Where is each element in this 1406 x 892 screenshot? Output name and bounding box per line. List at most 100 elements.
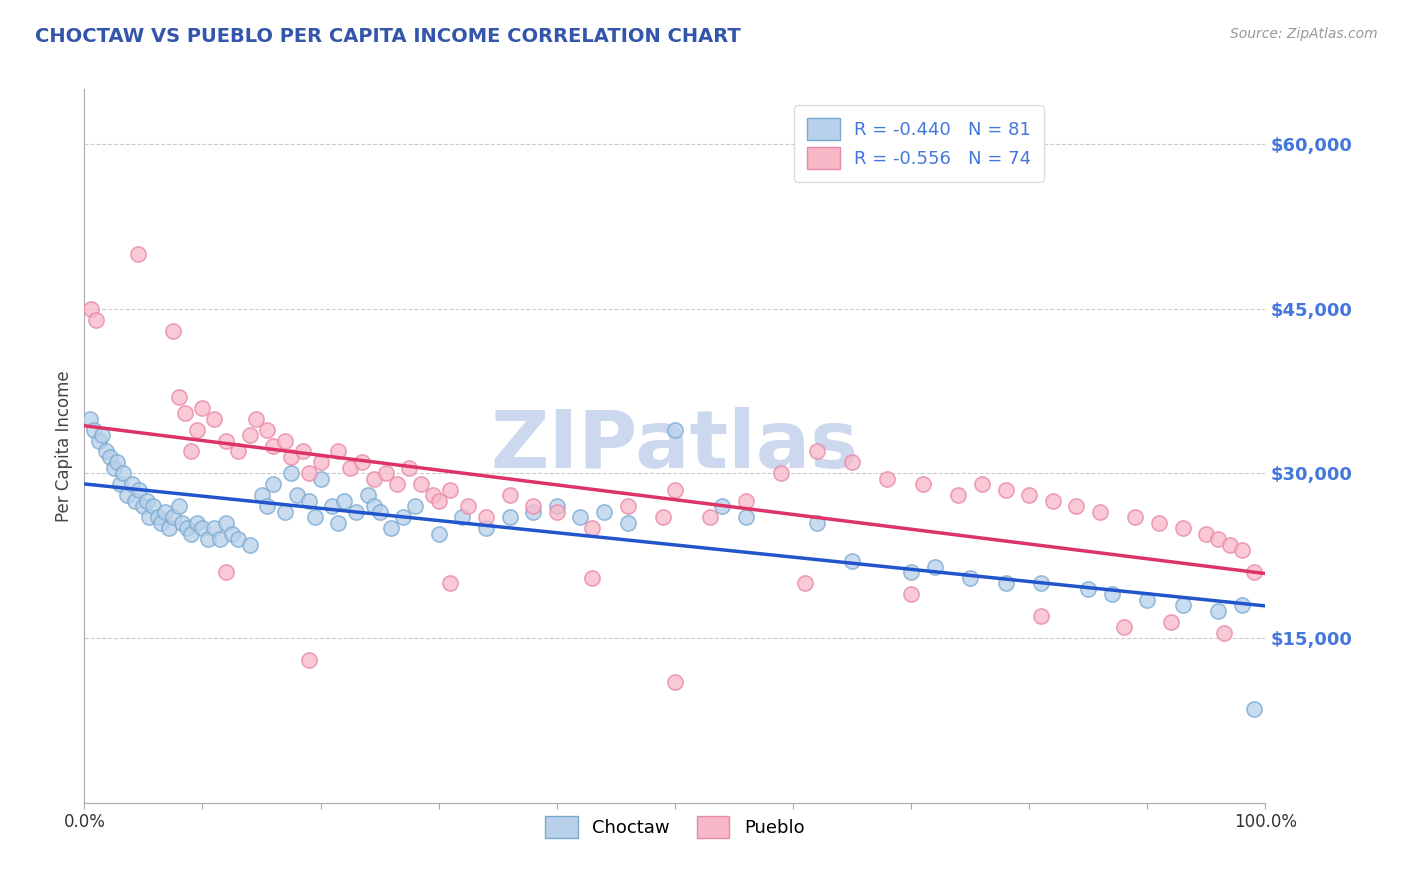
Point (298, 467, 321, 481)
Point (221, 526, 243, 541)
Point (215, 516, 238, 530)
Point (1171, 521, 1194, 535)
Point (806, 516, 828, 530)
Point (1077, 582, 1099, 596)
Point (333, 494, 356, 508)
Point (173, 406, 195, 420)
Point (593, 505, 616, 519)
Point (569, 510, 592, 524)
Point (1230, 598, 1253, 612)
Point (439, 576, 461, 591)
Point (1029, 576, 1052, 591)
Point (304, 510, 326, 524)
Point (546, 500, 568, 514)
Point (498, 488, 520, 502)
Point (363, 500, 385, 514)
Point (1171, 598, 1194, 612)
Point (664, 423, 686, 437)
Point (380, 521, 402, 535)
Point (841, 554, 863, 568)
Point (87, 434, 110, 448)
Point (167, 390, 190, 404)
Point (157, 521, 180, 535)
Point (1195, 526, 1218, 541)
Point (191, 521, 214, 535)
Point (1160, 615, 1182, 629)
Point (328, 516, 350, 530)
Point (162, 324, 184, 338)
Point (226, 533, 249, 547)
Point (1147, 516, 1170, 530)
Point (280, 467, 302, 481)
Point (150, 516, 173, 530)
Point (146, 510, 169, 524)
Point (280, 450, 302, 464)
Point (522, 505, 544, 519)
Point (321, 500, 343, 514)
Point (98, 450, 121, 464)
Text: ZIPatlas: ZIPatlas (491, 407, 859, 485)
Point (994, 483, 1017, 497)
Point (616, 500, 638, 514)
Point (226, 444, 249, 458)
Point (392, 510, 415, 524)
Point (439, 483, 461, 497)
Point (107, 455, 129, 469)
Point (1206, 533, 1229, 547)
Text: Source: ZipAtlas.com: Source: ZipAtlas.com (1230, 27, 1378, 41)
Point (250, 488, 273, 502)
Point (328, 444, 350, 458)
Point (262, 439, 284, 453)
Point (734, 510, 756, 524)
Point (245, 411, 267, 425)
Point (127, 247, 149, 261)
Point (948, 488, 970, 502)
Point (215, 566, 238, 580)
Point (1213, 625, 1236, 640)
Point (911, 477, 934, 491)
Point (1112, 620, 1135, 634)
Point (142, 500, 165, 514)
Point (427, 526, 450, 541)
Point (256, 423, 278, 437)
Point (339, 461, 361, 475)
Point (180, 526, 202, 541)
Point (546, 505, 568, 519)
Point (398, 461, 420, 475)
Point (1125, 510, 1147, 524)
Point (457, 500, 479, 514)
Point (734, 494, 756, 508)
Y-axis label: Per Capita Income: Per Capita Income (55, 370, 73, 522)
Point (344, 505, 367, 519)
Point (186, 516, 208, 530)
Point (215, 434, 238, 448)
Point (451, 510, 474, 524)
Point (1230, 543, 1253, 558)
Point (84, 312, 107, 326)
Point (664, 675, 686, 690)
Point (128, 483, 150, 497)
Point (1042, 494, 1064, 508)
Point (498, 510, 520, 524)
Point (409, 477, 432, 491)
Point (616, 516, 638, 530)
Point (422, 488, 444, 502)
Point (475, 521, 498, 535)
Point (959, 571, 981, 585)
Point (427, 494, 450, 508)
Point (153, 505, 176, 519)
Point (374, 467, 396, 481)
Point (1206, 604, 1229, 618)
Point (124, 494, 146, 508)
Point (404, 500, 426, 514)
Point (350, 455, 373, 469)
Point (202, 411, 225, 425)
Point (309, 455, 332, 469)
Point (652, 510, 675, 524)
Text: CHOCTAW VS PUEBLO PER CAPITA INCOME CORRELATION CHART: CHOCTAW VS PUEBLO PER CAPITA INCOME CORR… (35, 27, 741, 45)
Point (841, 455, 863, 469)
Point (664, 483, 686, 497)
Point (91, 428, 114, 442)
Point (239, 538, 262, 552)
Point (770, 467, 793, 481)
